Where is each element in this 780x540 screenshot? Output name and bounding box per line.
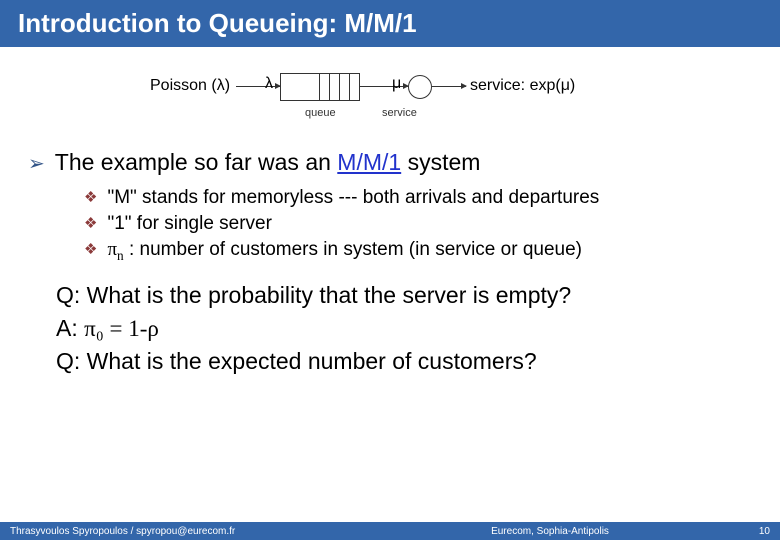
text: The example so far was an	[55, 149, 338, 175]
mm1-link[interactable]: M/M/1	[337, 149, 401, 175]
sub-bullet-text: "1" for single server	[107, 211, 272, 237]
triangle-bullet-icon: ➢	[28, 149, 45, 179]
main-bullet-text: The example so far was an M/M/1 system	[55, 149, 481, 176]
qa-block: Q: What is the probability that the serv…	[56, 279, 752, 379]
diamond-bullet-icon: ❖	[84, 185, 97, 211]
footer-org: Eurecom, Sophia-Antipolis	[370, 526, 730, 537]
arrow-icon	[236, 86, 280, 87]
sub-bullet-list: ❖ "M" stands for memoryless --- both arr…	[84, 185, 752, 265]
diagram-service-caption: service	[382, 107, 417, 119]
diagram-queue-caption: queue	[305, 107, 336, 119]
server-circle-icon	[408, 75, 432, 99]
pi-symbol: π	[107, 239, 117, 260]
footer-author: Thrasyvoulos Spyropoulos / spyropou@eure…	[10, 526, 370, 537]
footer-page-number: 10	[730, 526, 770, 537]
sub-bullet: ❖ "1" for single server	[84, 211, 752, 237]
queue-slot	[339, 74, 349, 100]
diagram-service-label: service: exp(μ)	[470, 77, 575, 95]
sub-bullet: ❖ πn : number of customers in system (in…	[84, 237, 752, 265]
arrow-icon	[432, 86, 466, 87]
slide-title: Introduction to Queueing: M/M/1	[18, 8, 417, 38]
title-bar: Introduction to Queueing: M/M/1	[0, 0, 780, 47]
sub-bullet-text: "M" stands for memoryless --- both arriv…	[107, 185, 599, 211]
text: system	[401, 149, 480, 175]
diagram-lambda-label: λ	[265, 75, 273, 93]
main-bullet: ➢ The example so far was an M/M/1 system	[28, 149, 752, 179]
pi-subscript: n	[117, 248, 124, 263]
queue-slot	[329, 74, 339, 100]
diamond-bullet-icon: ❖	[84, 237, 97, 263]
diamond-bullet-icon: ❖	[84, 211, 97, 237]
sub-bullet-text: πn : number of customers in system (in s…	[107, 237, 582, 265]
question-1: Q: What is the probability that the serv…	[56, 279, 752, 312]
footer-bar: Thrasyvoulos Spyropoulos / spyropou@eure…	[0, 522, 780, 540]
answer-formula: π₀ = 1-ρ	[84, 316, 159, 341]
sub-bullet: ❖ "M" stands for memoryless --- both arr…	[84, 185, 752, 211]
question-2: Q: What is the expected number of custom…	[56, 345, 752, 378]
answer-1: A: π₀ = 1-ρ	[56, 312, 752, 345]
queue-diagram: Poisson (λ) λ μ service: exp(μ) queue se…	[110, 69, 670, 139]
diagram-poisson-label: Poisson (λ)	[150, 77, 230, 95]
queue-slot	[319, 74, 329, 100]
answer-prefix: A:	[56, 315, 84, 341]
text: : number of customers in system (in serv…	[124, 239, 582, 260]
content-region: ➢ The example so far was an M/M/1 system…	[0, 145, 780, 379]
queue-slot	[349, 74, 359, 100]
diagram-mu-label: μ	[392, 75, 401, 93]
queue-box	[280, 73, 360, 101]
